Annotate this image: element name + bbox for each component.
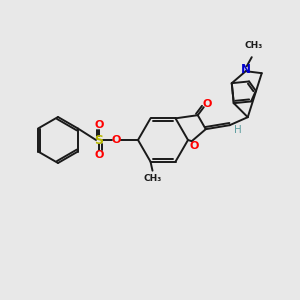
Text: CH₃: CH₃ (244, 41, 263, 50)
Text: O: O (94, 120, 104, 130)
Text: O: O (111, 135, 121, 145)
Text: N: N (241, 63, 251, 76)
Text: O: O (202, 99, 212, 109)
Text: S: S (94, 134, 103, 146)
Text: O: O (94, 150, 104, 160)
Text: CH₃: CH₃ (143, 174, 162, 183)
Text: O: O (189, 141, 198, 151)
Text: H: H (234, 125, 242, 135)
